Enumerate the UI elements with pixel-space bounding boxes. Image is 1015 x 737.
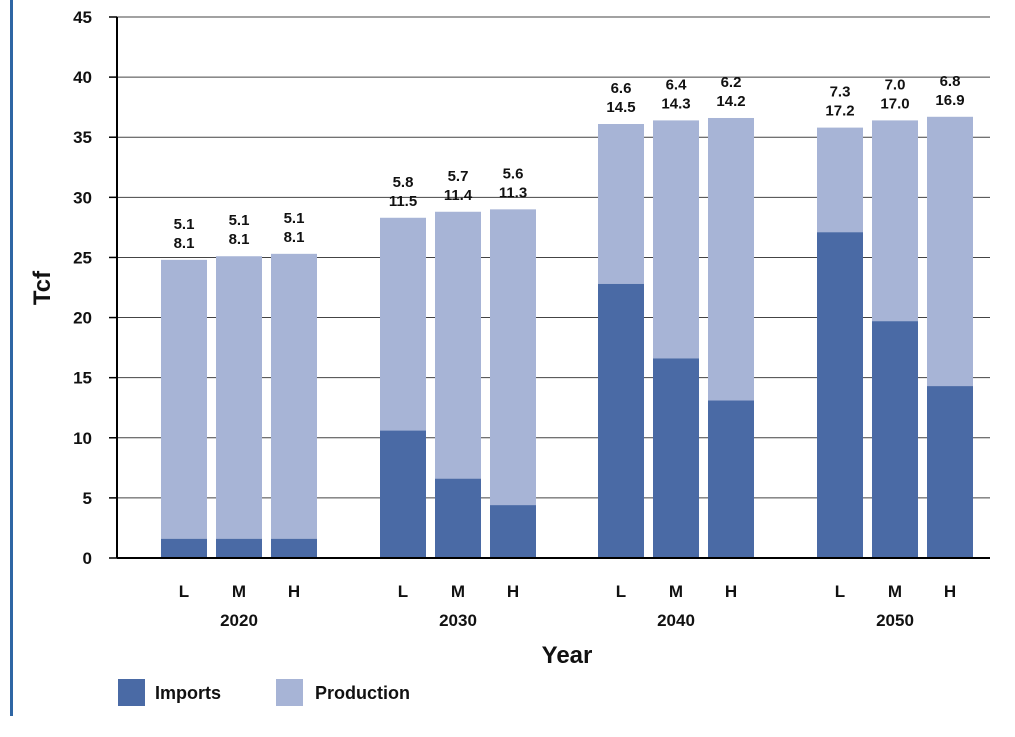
axes (109, 16, 990, 559)
data-label: 11.3 (499, 184, 527, 201)
x-tick-label-case: L (179, 582, 189, 601)
data-label: 6.4 (666, 76, 688, 93)
x-tick-label-case: H (288, 582, 300, 601)
x-axis-title: Year (542, 642, 593, 669)
legend: Imports Production (118, 679, 410, 706)
bar-imports (161, 538, 207, 558)
x-tick-label-case: H (725, 582, 737, 601)
bar-imports (872, 321, 918, 558)
bar-imports (817, 232, 863, 558)
y-tick-label: 35 (73, 128, 92, 147)
bar-production (872, 120, 918, 322)
y-tick-label: 40 (73, 68, 92, 87)
legend-swatch-production (276, 679, 303, 706)
x-tick-label-year: 2050 (876, 611, 914, 630)
bar-imports (435, 478, 481, 558)
x-tick-label-year: 2040 (657, 611, 695, 630)
bar-production (435, 211, 481, 479)
x-tick-label-case: H (944, 582, 956, 601)
y-tick-label: 10 (73, 429, 92, 448)
data-label: 6.8 (940, 73, 961, 90)
legend-label-production: Production (315, 683, 410, 703)
x-tick-label-case: H (507, 582, 519, 601)
x-tick-label-case: M (669, 582, 683, 601)
data-label: 7.0 (885, 76, 906, 93)
bar-production (598, 123, 644, 284)
legend-label-imports: Imports (155, 683, 221, 703)
legend-swatch-imports (118, 679, 145, 706)
data-label: 5.7 (448, 168, 469, 185)
bar-production (927, 116, 973, 387)
bar-production (271, 253, 317, 539)
x-tick-labels: L M H 2020 L M H 2030 L M H 2040 L M H 2050 (179, 582, 956, 630)
data-label: 5.1 (174, 216, 195, 233)
y-tick-labels: 0 5 10 15 20 25 30 35 40 45 (73, 8, 92, 568)
data-label: 5.6 (503, 165, 524, 182)
y-tick-label: 25 (73, 248, 92, 267)
x-tick-label-case: L (835, 582, 845, 601)
data-labels: 5.1 8.1 5.1 8.1 5.1 8.1 5.8 11.5 5.7 11.4 5.6 11.3 6… (174, 73, 965, 252)
x-tick-label-year: 2020 (220, 611, 258, 630)
bar-imports (380, 430, 426, 558)
data-label: 17.0 (880, 95, 909, 112)
data-label: 5.1 (284, 210, 305, 227)
data-label: 14.2 (716, 93, 745, 110)
data-label: 7.3 (830, 84, 851, 101)
y-tick-label: 30 (73, 188, 92, 207)
data-label: 14.5 (606, 99, 635, 116)
data-label: 8.1 (229, 231, 250, 248)
bar-production (380, 217, 426, 431)
x-tick-label-case: M (888, 582, 902, 601)
bar-imports (927, 386, 973, 558)
data-label: 5.1 (229, 212, 250, 229)
x-tick-label-case: M (232, 582, 246, 601)
bar-production (653, 120, 699, 359)
left-border-rule (10, 0, 13, 716)
y-tick-label: 5 (83, 489, 92, 508)
data-label: 14.3 (661, 95, 690, 112)
bar-imports (708, 400, 754, 558)
y-tick-label: 15 (73, 369, 92, 388)
y-tick-label: 45 (73, 8, 92, 27)
bar-production (490, 209, 536, 506)
bars (161, 116, 973, 558)
y-tick-label: 0 (83, 549, 92, 568)
data-label: 5.8 (393, 174, 414, 191)
bar-imports (490, 505, 536, 558)
data-label: 6.2 (721, 74, 742, 91)
bar-imports (216, 538, 262, 558)
data-label: 6.6 (611, 80, 632, 97)
data-label: 8.1 (284, 229, 305, 246)
x-tick-label-case: L (616, 582, 626, 601)
bar-production (817, 127, 863, 233)
bar-imports (271, 538, 317, 558)
bar-imports (598, 283, 644, 558)
y-tick-label: 20 (73, 309, 92, 328)
x-tick-label-year: 2030 (439, 611, 477, 630)
x-tick-label-case: L (398, 582, 408, 601)
data-label: 11.4 (444, 187, 473, 204)
x-tick-label-case: M (451, 582, 465, 601)
data-label: 11.5 (389, 193, 417, 210)
bar-imports (653, 358, 699, 558)
y-axis-title: Tcf (29, 270, 56, 305)
bar-production (161, 259, 207, 539)
bar-production (708, 117, 754, 401)
data-label: 17.2 (825, 103, 854, 120)
bar-production (216, 256, 262, 539)
data-label: 8.1 (174, 235, 195, 252)
data-label: 16.9 (935, 92, 964, 109)
